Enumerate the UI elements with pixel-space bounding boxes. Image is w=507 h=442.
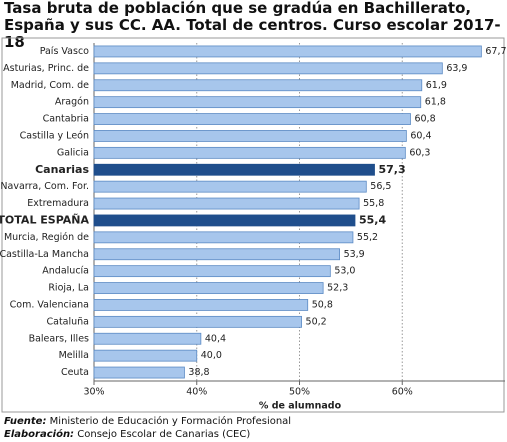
value-label: 40,4 <box>205 333 226 344</box>
y-tick-label: Cantabria <box>43 114 89 125</box>
y-tick-label: País Vasco <box>40 46 89 57</box>
value-label: 53,9 <box>344 249 365 260</box>
bar <box>93 96 422 109</box>
bar <box>93 197 360 210</box>
value-label: 50,2 <box>306 316 327 327</box>
y-tick-label: Cataluña <box>46 316 89 327</box>
y-tick-label: Extremadura <box>27 198 89 209</box>
credit: Elaboración: Consejo Escolar de Canarias… <box>4 429 250 440</box>
source-text: Ministerio de Educación y Formación Prof… <box>49 416 292 427</box>
y-tick-label: Galicia <box>57 147 89 158</box>
bar <box>93 130 407 142</box>
bar <box>93 113 411 125</box>
bar <box>93 366 185 379</box>
value-label: 61,9 <box>426 80 447 91</box>
value-label: 60,8 <box>414 114 435 125</box>
x-tick-label: 30% <box>83 387 104 398</box>
value-label: 57,3 <box>379 163 406 176</box>
value-label: 50,8 <box>312 299 333 310</box>
x-tick-label: 40% <box>186 387 207 398</box>
value-label: 60,3 <box>409 147 430 158</box>
value-label: 67,7 <box>485 46 506 57</box>
y-tick-label: Castilla-La Mancha <box>0 249 89 260</box>
value-label: 55,2 <box>357 232 378 243</box>
bar <box>93 299 309 311</box>
bar <box>93 79 423 92</box>
y-tick-label: Com. Valenciana <box>10 299 89 310</box>
credit-text: Consejo Escolar de Canarias (CEC) <box>77 429 251 440</box>
y-tick-label: Canarias <box>35 163 89 176</box>
bar <box>93 248 340 261</box>
bar <box>93 146 406 159</box>
y-tick-label: Madrid, Com. de <box>11 80 89 91</box>
value-label: 60,4 <box>410 130 431 141</box>
value-label: 38,8 <box>188 367 209 378</box>
y-tick-label: Balears, Illes <box>29 333 89 344</box>
bar <box>93 282 324 294</box>
bar <box>93 349 198 362</box>
bar <box>93 163 375 176</box>
value-label: 53,0 <box>334 266 355 277</box>
bar <box>93 332 202 345</box>
y-tick-label: Murcia, Región de <box>4 232 89 243</box>
value-label: 56,5 <box>370 181 391 192</box>
value-label: 40,0 <box>201 350 222 361</box>
x-axis-title: % de alumnado <box>259 401 342 412</box>
value-label: 55,8 <box>363 198 384 209</box>
x-tick-label: 60% <box>392 387 413 398</box>
value-label: 61,8 <box>425 97 446 108</box>
bar <box>93 265 331 278</box>
bar <box>93 315 302 328</box>
value-label: 55,4 <box>359 213 386 226</box>
source-label: Fuente: <box>4 416 47 427</box>
credit-label: Elaboración: <box>4 429 75 440</box>
x-tick-label: 50% <box>289 387 310 398</box>
value-label: 63,9 <box>446 63 467 74</box>
y-tick-label: Castilla y León <box>20 130 89 141</box>
bar <box>93 62 443 75</box>
y-tick-label: Ceuta <box>61 367 89 378</box>
y-tick-label: Melilla <box>59 350 89 361</box>
bar <box>93 45 482 58</box>
bar <box>93 231 354 244</box>
chart-title: Tasa bruta de población que se gradúa en… <box>4 0 501 51</box>
y-tick-label: Andalucía <box>42 266 89 277</box>
y-tick-label: Aragón <box>55 97 89 108</box>
y-tick-label: TOTAL ESPAÑA <box>0 213 89 226</box>
bar <box>93 180 367 193</box>
bar <box>93 214 356 227</box>
y-tick-label: Asturias, Princ. de <box>3 63 89 74</box>
y-tick-label: Rioja, La <box>48 283 89 294</box>
source: Fuente: Ministerio de Educación y Formac… <box>4 416 291 427</box>
y-tick-label: Navarra, Com. For. <box>0 181 89 192</box>
value-label: 52,3 <box>327 283 348 294</box>
frame <box>1 37 505 413</box>
